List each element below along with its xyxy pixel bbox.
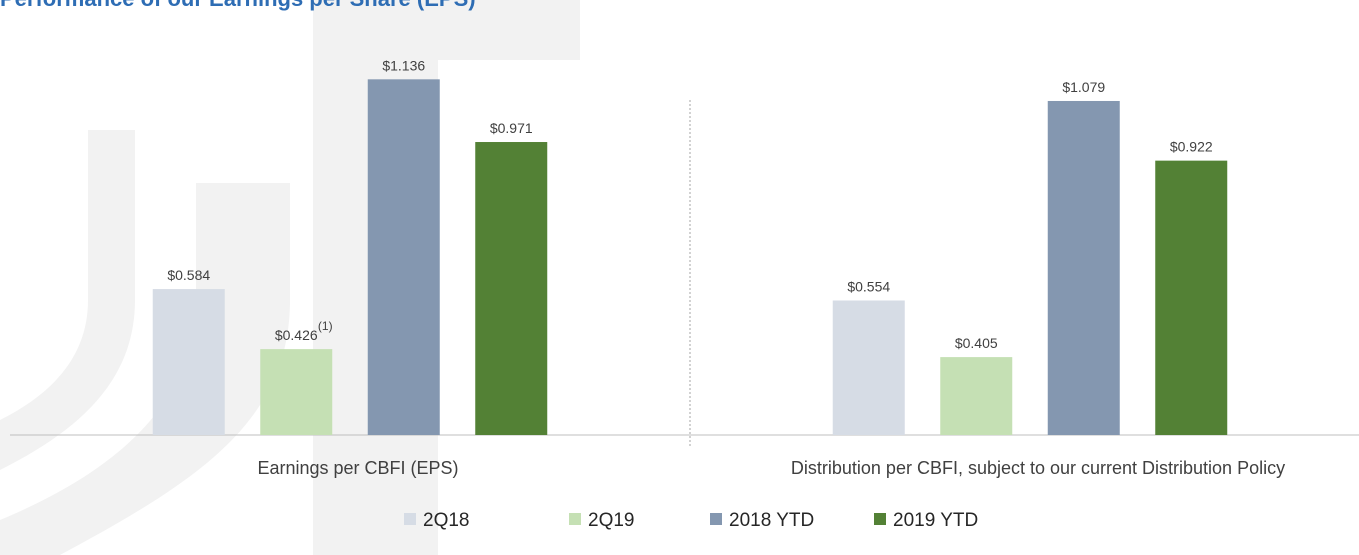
legend-swatch	[874, 513, 886, 525]
value-label: $0.584	[167, 267, 210, 283]
bar	[367, 79, 440, 435]
value-label: $0.405	[955, 335, 998, 351]
legend-swatch	[404, 513, 416, 525]
x-tick-label: Earnings per CBFI (EPS)	[257, 458, 458, 478]
value-label: $0.426	[275, 327, 318, 343]
bar	[940, 357, 1013, 435]
chart-title: Performance of our Earnings per Share (E…	[0, 0, 476, 11]
bar	[1155, 160, 1228, 435]
value-label: $1.079	[1062, 79, 1105, 95]
legend-label: 2019 YTD	[893, 510, 978, 531]
value-label: $0.922	[1170, 139, 1213, 155]
legend-label: 2Q19	[588, 510, 634, 531]
bar	[475, 142, 548, 435]
bar	[832, 300, 905, 435]
value-label: $0.554	[847, 278, 890, 294]
bar	[152, 289, 225, 435]
bar	[1047, 100, 1120, 435]
legend-label: 2018 YTD	[729, 510, 814, 531]
bar	[260, 349, 333, 435]
value-label: $0.971	[490, 120, 533, 136]
value-label: $1.136	[382, 57, 425, 73]
x-tick-label: Distribution per CBFI, subject to our cu…	[791, 458, 1285, 478]
legend-label: 2Q18	[423, 510, 469, 531]
legend-swatch	[710, 513, 722, 525]
annotation: (1)	[318, 319, 333, 333]
legend-swatch	[569, 513, 581, 525]
